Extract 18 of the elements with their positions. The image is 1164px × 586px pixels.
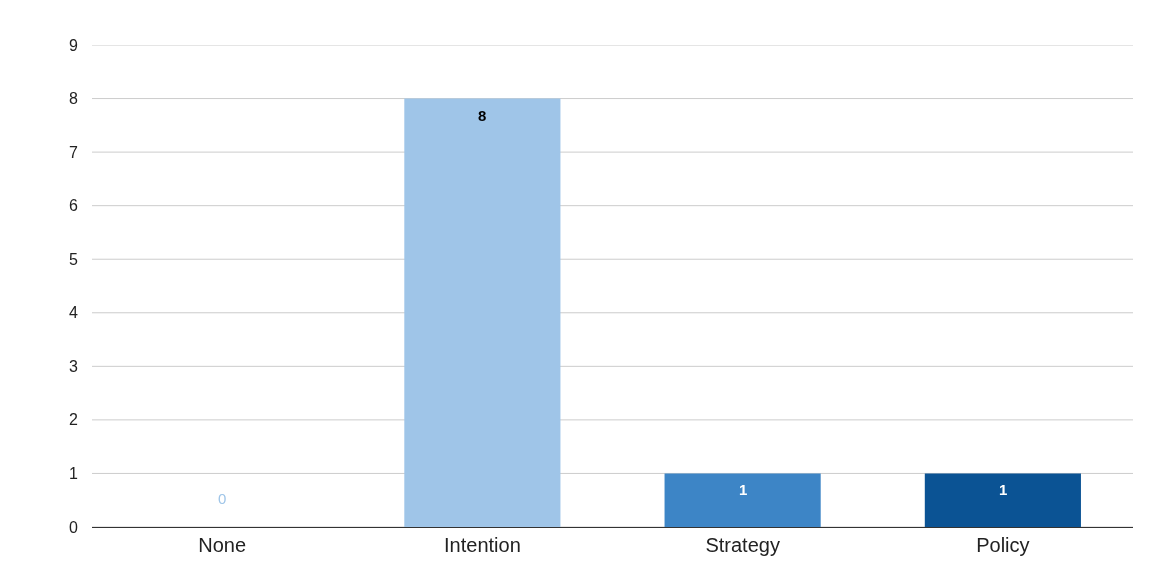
y-tick-label: 2 <box>68 411 78 429</box>
y-tick-label: 6 <box>68 197 78 215</box>
x-tick-label: Intention <box>444 534 521 556</box>
y-tick-label: 9 <box>68 36 78 54</box>
y-tick-label: 1 <box>68 465 78 483</box>
y-tick-label: 5 <box>68 250 78 268</box>
y-tick-label: 4 <box>68 304 78 322</box>
x-tick-label: Strategy <box>705 534 780 556</box>
y-tick-label: 7 <box>68 143 78 161</box>
x-tick-label: Policy <box>976 534 1030 556</box>
y-tick-label: 3 <box>68 357 78 375</box>
y-tick-label: 0 <box>68 518 78 536</box>
data-label: 1 <box>739 481 748 498</box>
x-tick-label: None <box>198 534 247 556</box>
y-tick-label: 8 <box>68 90 78 108</box>
data-label: 8 <box>478 107 487 124</box>
data-label: 1 <box>999 481 1008 498</box>
data-label: 0 <box>218 490 227 507</box>
